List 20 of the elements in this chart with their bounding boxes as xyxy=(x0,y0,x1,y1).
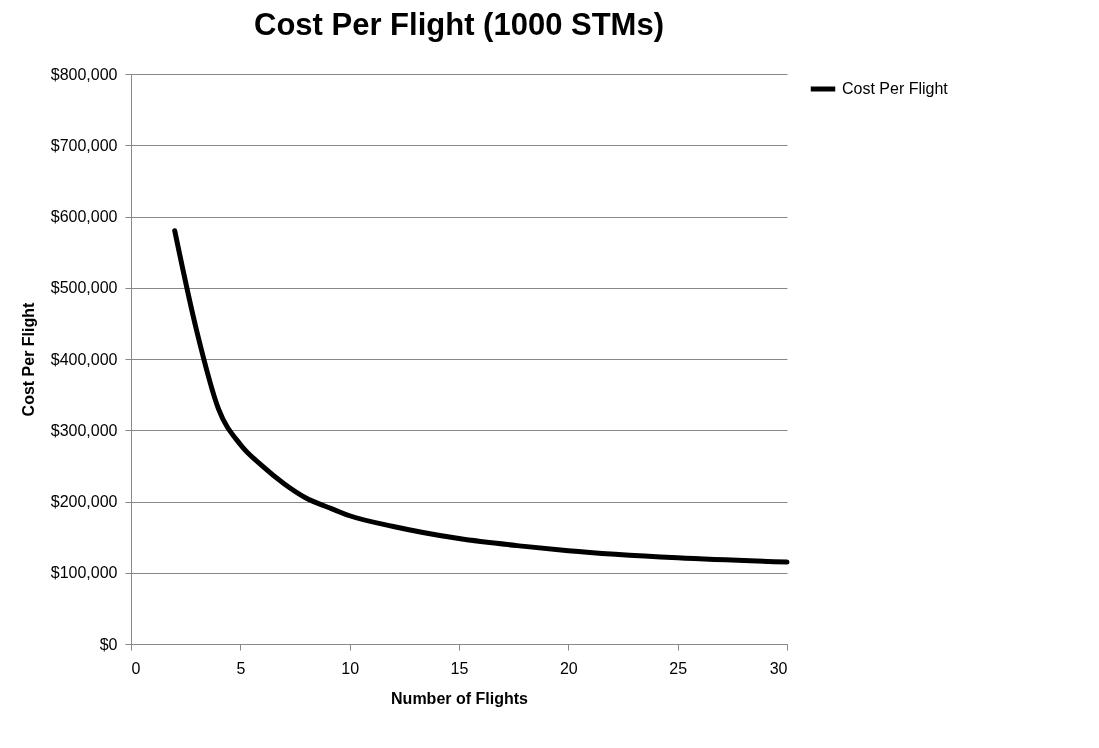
y-tick-label: $700,000 xyxy=(50,136,118,154)
y-tick-label: $300,000 xyxy=(50,421,118,439)
x-tick-label: 5 xyxy=(236,659,246,677)
y-tick-label: $800,000 xyxy=(50,65,118,83)
y-tick-label: $400,000 xyxy=(50,350,118,368)
y-tick-label: $600,000 xyxy=(50,208,118,225)
x-tick-label: 15 xyxy=(450,659,469,677)
x-tick-label: 20 xyxy=(559,659,578,677)
chart-title: Cost Per Flight (1000 STMs) xyxy=(254,7,664,42)
x-axis-title: Number of Flights xyxy=(391,689,529,707)
x-tick-label: 25 xyxy=(669,659,688,677)
x-tick-label: 30 xyxy=(769,659,788,677)
y-axis-title: Cost Per Flight xyxy=(19,301,37,417)
x-tick-label: 10 xyxy=(341,659,360,677)
y-tick-label: $500,000 xyxy=(50,279,118,297)
legend-label: Cost Per Flight xyxy=(842,80,949,97)
y-tick-label: $0 xyxy=(99,635,118,653)
y-tick-label: $100,000 xyxy=(50,564,118,582)
y-tick-label: $200,000 xyxy=(50,493,118,510)
x-tick-label: 0 xyxy=(131,659,141,677)
